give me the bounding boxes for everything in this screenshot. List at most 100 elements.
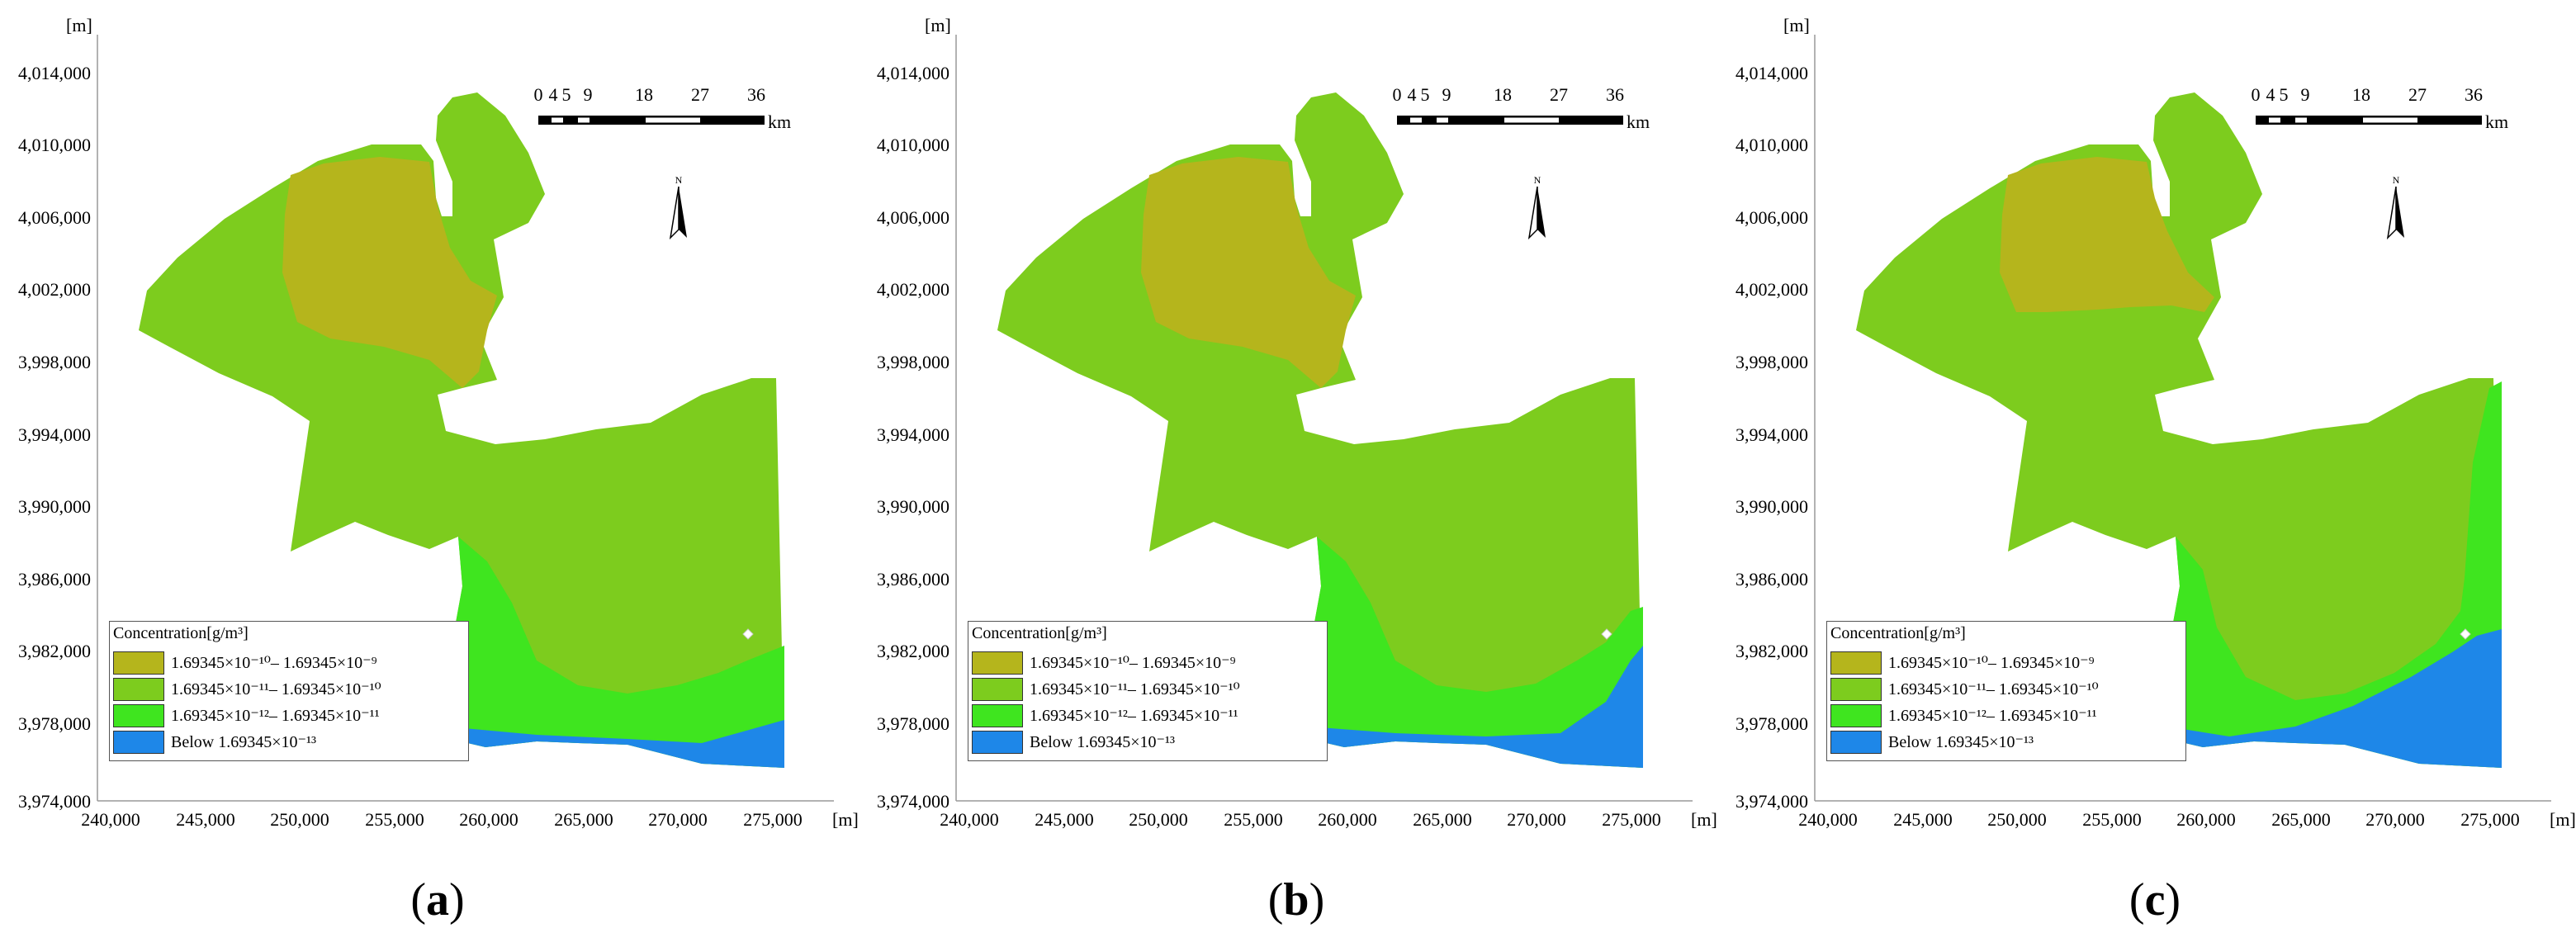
zone-bright-green (1247, 537, 1643, 768)
panel-caption-b: (b) (1267, 874, 1325, 926)
legend-label: Below 1.69345×10⁻¹³ (171, 733, 317, 751)
svg-text:0: 0 (534, 84, 543, 105)
y-axis-unit: [m] (925, 15, 951, 36)
legend-item: 1.69345×10⁻¹¹– 1.69345×10⁻¹⁰ (113, 676, 381, 703)
x-tick-label: 260,000 (1318, 809, 1377, 830)
y-tick-label: 4,002,000 (877, 279, 949, 300)
zone-khaki (2000, 157, 2214, 312)
legend-item: 1.69345×10⁻¹²– 1.69345×10⁻¹¹ (1830, 703, 2097, 729)
zone-khaki (282, 157, 497, 388)
x-tick-label: 275,000 (1602, 809, 1661, 830)
legend-item: 1.69345×10⁻¹²– 1.69345×10⁻¹¹ (113, 703, 380, 729)
legend-swatch (1830, 678, 1882, 701)
svg-text:0: 0 (1393, 84, 1402, 105)
legend-swatch (113, 731, 164, 754)
legend-item: 1.69345×10⁻¹¹– 1.69345×10⁻¹⁰ (1830, 676, 2099, 703)
y-tick-label: 3,990,000 (877, 496, 949, 517)
y-tick-label: 4,014,000 (877, 63, 949, 83)
legend-swatch (1830, 731, 1882, 754)
y-tick-label: 3,974,000 (1735, 791, 1808, 812)
legend-item: 1.69345×10⁻¹²– 1.69345×10⁻¹¹ (972, 703, 1238, 729)
x-axis-unit: [m] (2550, 809, 2576, 830)
x-tick-label: 245,000 (1035, 809, 1094, 830)
island-marker (742, 628, 754, 640)
svg-text:4: 4 (1408, 84, 1417, 105)
scale-bar: 0 4 5 9 18 27 36 km (1393, 84, 1650, 132)
x-tick-label: 270,000 (2365, 809, 2425, 830)
svg-text:km: km (1627, 111, 1650, 132)
y-tick-label: 3,986,000 (18, 569, 91, 590)
svg-text:27: 27 (1550, 84, 1568, 105)
map-figure-b: [m] 4,014,000 4,010,000 4,006,000 4,002,… (877, 15, 1717, 830)
legend-label: 1.69345×10⁻¹¹– 1.69345×10⁻¹⁰ (1030, 680, 1240, 698)
x-tick-labels: 240,000 245,000 250,000 255,000 260,000 … (940, 809, 1661, 830)
x-axis-unit: [m] (832, 809, 859, 830)
x-tick-labels: 240,000 245,000 250,000 255,000 260,000 … (1798, 809, 2520, 830)
north-arrow-icon: N (669, 174, 687, 240)
x-tick-labels: 240,000 245,000 250,000 255,000 260,000 … (81, 809, 803, 830)
x-tick-label: 255,000 (365, 809, 424, 830)
panel-c: [m] 4,014,000 4,010,000 4,006,000 4,002,… (1717, 0, 2576, 947)
x-tick-label: 275,000 (2460, 809, 2520, 830)
legend-title: Concentration[g/m³] (113, 624, 249, 642)
svg-text:5: 5 (1421, 84, 1430, 105)
zone-bright-green (388, 537, 784, 768)
y-tick-label: 3,994,000 (877, 424, 949, 445)
panel-b: [m] 4,014,000 4,010,000 4,006,000 4,002,… (859, 0, 1717, 947)
svg-text:N: N (2393, 174, 2400, 186)
scale-bar: 0 4 5 9 18 27 36 km (534, 84, 792, 132)
y-tick-labels: 4,014,000 4,010,000 4,006,000 4,002,000 … (877, 63, 949, 812)
plot-frame (955, 35, 1693, 802)
legend-label: 1.69345×10⁻¹²– 1.69345×10⁻¹¹ (1030, 707, 1238, 725)
svg-text:km: km (768, 111, 791, 132)
svg-text:N: N (675, 174, 683, 186)
panel-a: [m] 4,014,000 4,010,000 4,006,000 4,002,… (0, 0, 859, 947)
scale-bar: 0 4 5 9 18 27 36 km (2252, 84, 2509, 132)
y-tick-label: 3,974,000 (877, 791, 949, 812)
legend: Concentration[g/m³] 1.69345×10⁻¹⁰– 1.693… (968, 621, 1328, 761)
legend-label: 1.69345×10⁻¹¹– 1.69345×10⁻¹⁰ (171, 680, 381, 698)
legend-swatch (972, 704, 1023, 727)
svg-text:km: km (2485, 111, 2508, 132)
legend-label: 1.69345×10⁻¹⁰– 1.69345×10⁻⁹ (1888, 654, 2095, 672)
y-tick-label: 4,010,000 (18, 135, 91, 155)
legend-item: 1.69345×10⁻¹⁰– 1.69345×10⁻⁹ (1830, 650, 2095, 676)
zone-bright-green (2105, 381, 2502, 768)
y-tick-label: 3,974,000 (18, 791, 91, 812)
y-tick-label: 3,978,000 (1735, 713, 1808, 734)
y-tick-label: 3,998,000 (18, 352, 91, 372)
legend-label: 1.69345×10⁻¹¹– 1.69345×10⁻¹⁰ (1888, 680, 2099, 698)
y-tick-label: 4,006,000 (877, 207, 949, 228)
y-tick-label: 3,986,000 (877, 569, 949, 590)
y-axis-unit: [m] (1783, 15, 1810, 36)
panel-caption-c: (c) (2129, 874, 2181, 926)
legend-swatch (113, 678, 164, 701)
y-tick-label: 3,978,000 (877, 713, 949, 734)
svg-text:5: 5 (2280, 84, 2289, 105)
legend-title: Concentration[g/m³] (1830, 624, 1966, 642)
map-figure-c: [m] 4,014,000 4,010,000 4,006,000 4,002,… (1735, 15, 2576, 830)
y-tick-label: 3,986,000 (1735, 569, 1808, 590)
x-tick-label: 250,000 (270, 809, 329, 830)
x-tick-label: 255,000 (2082, 809, 2142, 830)
y-tick-label: 4,002,000 (18, 279, 91, 300)
legend-item: 1.69345×10⁻¹⁰– 1.69345×10⁻⁹ (113, 650, 377, 676)
x-tick-label: 260,000 (459, 809, 519, 830)
svg-text:27: 27 (691, 84, 709, 105)
y-tick-label: 3,994,000 (1735, 424, 1808, 445)
y-tick-label: 4,006,000 (1735, 207, 1808, 228)
y-tick-label: 3,990,000 (1735, 496, 1808, 517)
y-tick-label: 4,002,000 (1735, 279, 1808, 300)
x-tick-label: 240,000 (81, 809, 140, 830)
x-tick-label: 250,000 (1129, 809, 1188, 830)
y-tick-labels: 4,014,000 4,010,000 4,006,000 4,002,000 … (1735, 63, 1808, 812)
x-tick-label: 240,000 (940, 809, 999, 830)
y-tick-label: 4,010,000 (877, 135, 949, 155)
svg-text:36: 36 (1606, 84, 1624, 105)
svg-text:18: 18 (2352, 84, 2370, 105)
north-arrow-icon: N (1527, 174, 1546, 240)
y-tick-label: 4,006,000 (18, 207, 91, 228)
svg-text:9: 9 (584, 84, 593, 105)
svg-text:36: 36 (747, 84, 765, 105)
plot-frame (1814, 35, 2551, 802)
